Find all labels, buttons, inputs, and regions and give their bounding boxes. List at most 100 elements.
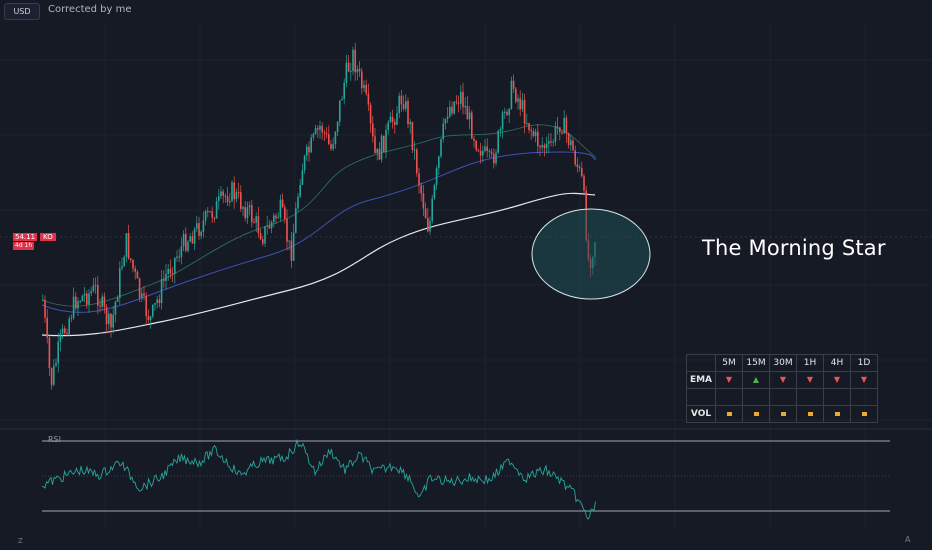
- empty-cell: [742, 388, 770, 406]
- rsi-line: [41, 439, 596, 520]
- candle-body: [68, 318, 70, 335]
- candle-body: [110, 313, 112, 328]
- candle-body: [198, 223, 200, 236]
- candle-body: [374, 136, 376, 153]
- candle-body: [413, 149, 416, 151]
- candle-body: [72, 296, 75, 318]
- empty-cell: [715, 388, 743, 406]
- candle-body: [468, 112, 471, 120]
- candle-body: [444, 118, 447, 124]
- candle-body: [521, 100, 524, 110]
- candle-body: [556, 126, 559, 128]
- candle-body: [270, 221, 273, 229]
- candle-body: [559, 127, 561, 132]
- candle-body: [79, 301, 81, 303]
- arrow-down-icon: ▼: [806, 375, 814, 384]
- candle-body: [490, 151, 493, 154]
- price-label: 54.11 KO 4d 1h: [13, 233, 57, 250]
- vol-signal-cell: [715, 405, 743, 423]
- candle-body: [572, 140, 574, 151]
- candle-body: [356, 69, 359, 73]
- neutral-square-icon: [726, 412, 732, 416]
- candle-body: [224, 195, 227, 197]
- candle-body: [543, 145, 546, 149]
- candle-body: [462, 91, 464, 108]
- candle-body: [255, 216, 257, 223]
- vol-signal-cell: [742, 405, 770, 423]
- arrow-down-icon: ▼: [833, 375, 841, 384]
- candle-body: [512, 80, 515, 89]
- candle-body: [288, 240, 290, 242]
- candle-body: [380, 135, 383, 160]
- candle-body: [220, 191, 222, 197]
- candle-body: [231, 182, 233, 202]
- candle-body: [471, 112, 473, 139]
- candle-body: [528, 123, 530, 130]
- candle-body: [149, 316, 152, 320]
- candle-body: [266, 225, 268, 227]
- candle-body: [486, 146, 488, 151]
- candle-body: [204, 211, 207, 221]
- pattern-annotation: The Morning Star: [702, 236, 886, 260]
- candle-body: [92, 285, 95, 292]
- candle-body: [268, 225, 271, 229]
- candle-body: [398, 95, 400, 114]
- candle-body: [317, 128, 319, 130]
- candle-body: [306, 146, 308, 156]
- candle-body: [427, 218, 429, 232]
- neutral-square-icon: [753, 412, 759, 416]
- candle-body: [464, 105, 466, 108]
- candle-body: [314, 128, 317, 134]
- currency-badge[interactable]: USD: [4, 3, 40, 20]
- candle-body: [424, 208, 427, 219]
- candle-body: [248, 205, 251, 208]
- candle-body: [292, 232, 295, 261]
- candle-body: [534, 131, 537, 136]
- row-label-vol: VOL: [686, 405, 716, 423]
- candle-body: [495, 152, 497, 164]
- candle-body: [83, 293, 86, 296]
- candle-body: [570, 140, 572, 146]
- vol-signal-cell: [823, 405, 851, 423]
- ema-signal-cell: ▼: [715, 371, 743, 389]
- candle-body: [99, 305, 101, 307]
- arrow-up-icon: ▲: [752, 375, 760, 384]
- candle-body: [376, 148, 378, 153]
- candle-body: [358, 69, 361, 72]
- empty-cell: [850, 388, 878, 406]
- candle-body: [191, 236, 194, 244]
- arrow-down-icon: ▼: [860, 375, 868, 384]
- candle-body: [244, 207, 246, 219]
- auto-scale-icon[interactable]: A: [905, 535, 911, 544]
- candle-body: [141, 293, 143, 298]
- signal-table: 5M 15M 30M 1H 4H 1D EMA ▼ ▲ ▼ ▼ ▼ ▼ VOL: [686, 354, 878, 423]
- candle-body: [240, 192, 242, 209]
- candle-body: [526, 123, 528, 125]
- candle-body: [279, 199, 282, 218]
- candle-body: [119, 268, 121, 298]
- chart-overlay: [531, 208, 651, 300]
- candle-body: [259, 233, 262, 240]
- candle-body: [147, 316, 150, 320]
- candle-body: [466, 105, 469, 120]
- vol-signal-cell: [850, 405, 878, 423]
- candle-body: [574, 150, 576, 165]
- timezone-icon[interactable]: Z: [18, 537, 23, 545]
- candle-body: [103, 296, 106, 307]
- candle-body: [422, 193, 425, 209]
- ema-20-line: [41, 124, 597, 307]
- candle-body: [515, 88, 517, 102]
- candle-body: [431, 198, 433, 221]
- candle-body: [171, 273, 174, 275]
- candle-body: [429, 220, 431, 232]
- candle-body: [81, 295, 84, 302]
- last-price: 54.11: [13, 233, 38, 241]
- candle-body: [325, 133, 328, 135]
- candle-body: [400, 95, 403, 105]
- candle-body: [253, 222, 255, 224]
- candle-body: [550, 141, 552, 143]
- candle-body: [154, 303, 156, 305]
- candle-body: [446, 116, 449, 119]
- timeframe-header: 15M: [742, 354, 770, 372]
